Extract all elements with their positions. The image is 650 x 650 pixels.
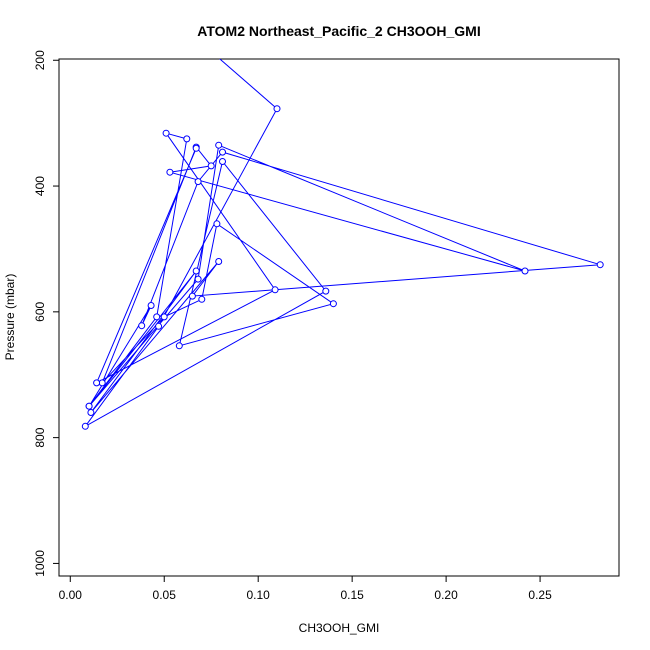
plot-area <box>81 32 604 430</box>
data-point <box>183 135 191 143</box>
data-point <box>175 342 183 350</box>
data-point <box>322 287 330 295</box>
data-point <box>87 409 95 416</box>
x-tick-label: 0.10 <box>247 588 271 602</box>
data-point <box>329 300 337 308</box>
data-point <box>521 267 529 275</box>
data-point <box>194 178 202 186</box>
x-tick-label: 0.05 <box>153 588 177 602</box>
data-point <box>138 322 146 330</box>
y-tick-label: 400 <box>33 176 47 196</box>
data-point <box>166 168 174 176</box>
plot-frame <box>58 58 620 577</box>
data-point <box>198 295 206 303</box>
data-point <box>207 162 215 170</box>
data-point <box>271 286 279 294</box>
data-point <box>219 158 226 165</box>
data-point <box>194 275 202 283</box>
series-line <box>84 59 601 427</box>
data-point <box>192 267 200 275</box>
data-point <box>155 322 163 330</box>
y-axis: 200 400 600 800 1000 <box>33 50 60 577</box>
x-axis: 0.00 0.05 0.10 0.15 0.20 0.25 <box>59 575 552 602</box>
data-point <box>213 220 221 228</box>
data-point <box>188 292 196 300</box>
data-point <box>273 105 281 113</box>
data-point <box>160 313 168 321</box>
data-point <box>215 141 223 149</box>
data-point <box>189 32 195 38</box>
y-axis-label: Pressure (mbar) <box>3 274 17 361</box>
chart-title: ATOM2 Northeast_Pacific_2 CH3OOH_GMI <box>197 23 480 39</box>
y-tick-label: 600 <box>33 302 47 322</box>
x-tick-label: 0.00 <box>59 588 83 602</box>
y-tick-label: 200 <box>33 50 47 70</box>
y-tick-label: 1000 <box>33 550 47 577</box>
data-point <box>215 258 223 265</box>
data-point <box>192 144 200 152</box>
x-tick-label: 0.15 <box>340 588 364 602</box>
data-point <box>219 148 226 156</box>
x-axis-label: CH3OOH_GMI <box>299 621 380 635</box>
data-point <box>147 302 155 309</box>
data-point <box>93 379 101 387</box>
data-point <box>162 129 170 137</box>
data-point <box>182 42 188 48</box>
y-tick-label: 800 <box>33 427 47 447</box>
data-point <box>85 402 93 410</box>
x-tick-label: 0.20 <box>434 588 458 602</box>
x-tick-label: 0.25 <box>528 588 552 602</box>
data-point <box>81 422 89 430</box>
data-point <box>596 261 604 269</box>
data-point <box>153 313 161 321</box>
